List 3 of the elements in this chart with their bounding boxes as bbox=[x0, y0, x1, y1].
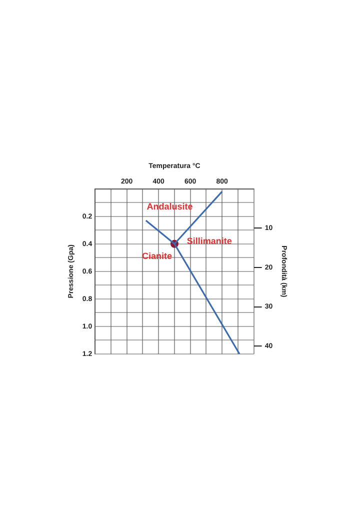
annotation: Andalusite bbox=[146, 201, 193, 212]
annotation: Sillimanite bbox=[186, 236, 232, 246]
annotation: Cianite bbox=[142, 251, 172, 262]
